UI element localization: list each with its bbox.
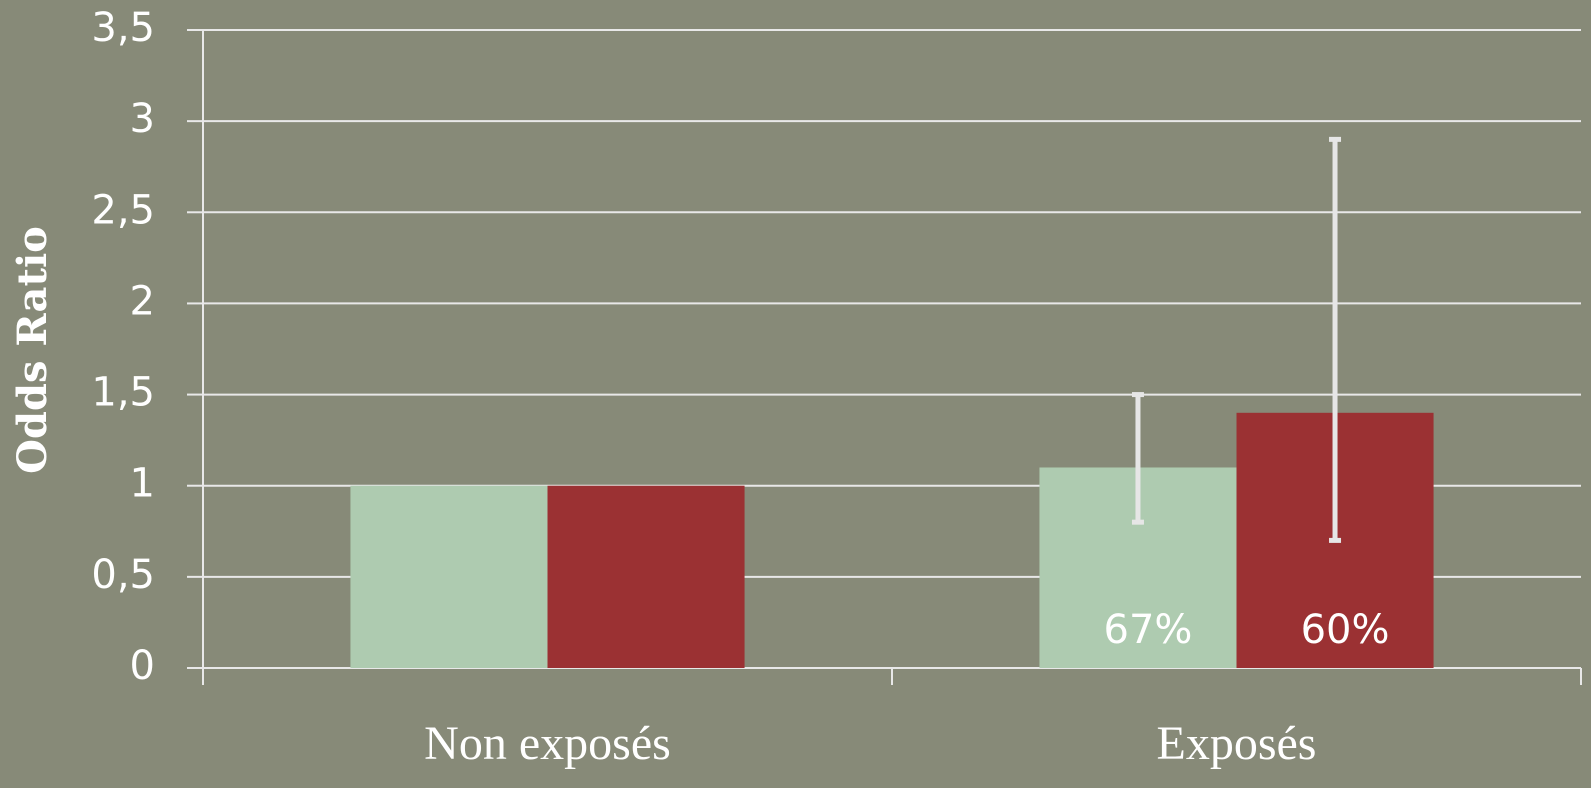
x-tick-label: Non exposés: [424, 717, 671, 770]
y-tick-label: 0: [130, 643, 155, 689]
value-label: 67%: [1104, 607, 1193, 653]
y-axis-title: Odds Ratio: [9, 226, 56, 474]
y-tick-label: 2: [130, 278, 155, 324]
y-tick-label: 1: [130, 461, 155, 507]
bar: [350, 485, 548, 668]
x-tick-label: Exposés: [1157, 717, 1317, 770]
y-tick-label: 2,5: [91, 187, 155, 233]
bar: [547, 485, 745, 668]
y-tick-label: 3: [130, 96, 155, 142]
y-tick-label: 1,5: [91, 370, 155, 416]
y-tick-label: 0,5: [91, 552, 155, 598]
value-label: 60%: [1301, 607, 1390, 653]
y-tick-label: 3,5: [91, 5, 155, 51]
